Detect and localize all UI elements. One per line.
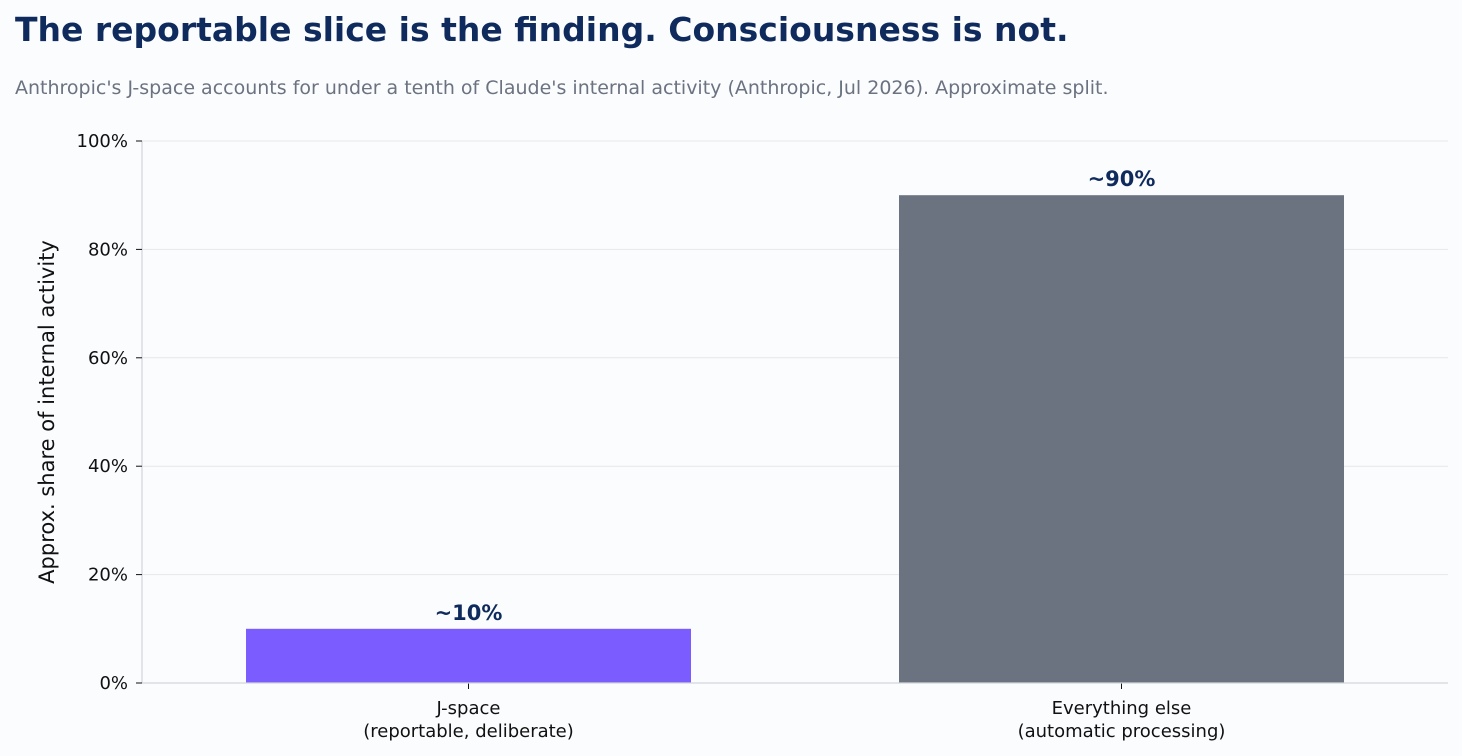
category-label: (automatic processing)	[1018, 721, 1226, 742]
bar	[246, 628, 691, 683]
chart-title: The reportable slice is the finding. Con…	[15, 10, 1069, 49]
chart-subtitle: Anthropic's J-space accounts for under a…	[15, 77, 1109, 99]
y-tick-label: 40%	[88, 456, 128, 477]
bar	[899, 195, 1344, 683]
y-tick-label: 20%	[88, 565, 128, 586]
y-tick-label: 0%	[99, 673, 128, 694]
category-label: (reportable, deliberate)	[363, 721, 574, 742]
bar-value-label: ~10%	[435, 601, 503, 625]
y-tick-label: 80%	[88, 239, 128, 260]
bar-value-label: ~90%	[1088, 167, 1156, 191]
y-axis-label: Approx. share of internal activity	[35, 240, 59, 584]
y-tick-label: 100%	[77, 131, 128, 152]
category-label: Everything else	[1052, 698, 1192, 719]
category-label: J-space	[436, 698, 501, 719]
y-tick-label: 60%	[88, 348, 128, 369]
